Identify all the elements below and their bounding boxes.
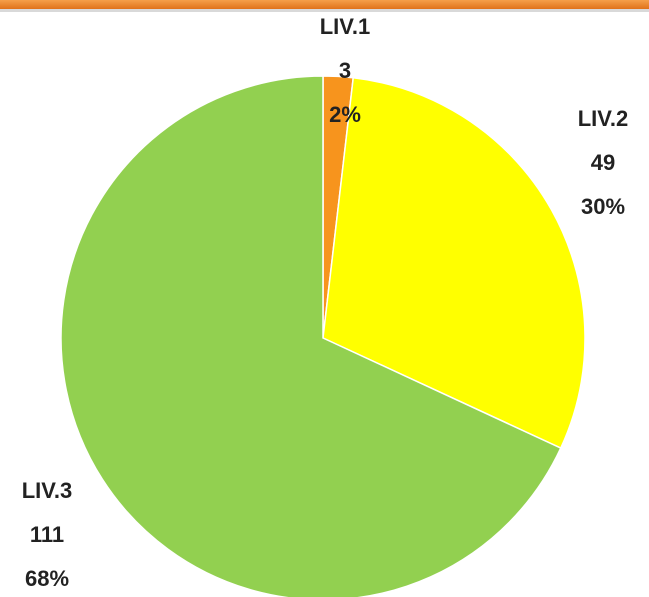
slice-percent: 68% [25, 566, 69, 591]
slice-percent: 30% [581, 194, 625, 219]
slice-value: 49 [591, 150, 615, 175]
pie-slice [60, 75, 562, 597]
slice-percent: 2% [329, 102, 361, 127]
header-bar [0, 0, 649, 9]
header-shadow [0, 9, 649, 12]
slice-label: LIV.1 [320, 14, 371, 39]
slice-value: 111 [30, 522, 64, 547]
slice-value: 3 [339, 58, 351, 83]
pie-slice [322, 76, 586, 450]
slice-label: LIV.2 [578, 106, 629, 131]
slice-label: LIV.3 [22, 478, 73, 503]
